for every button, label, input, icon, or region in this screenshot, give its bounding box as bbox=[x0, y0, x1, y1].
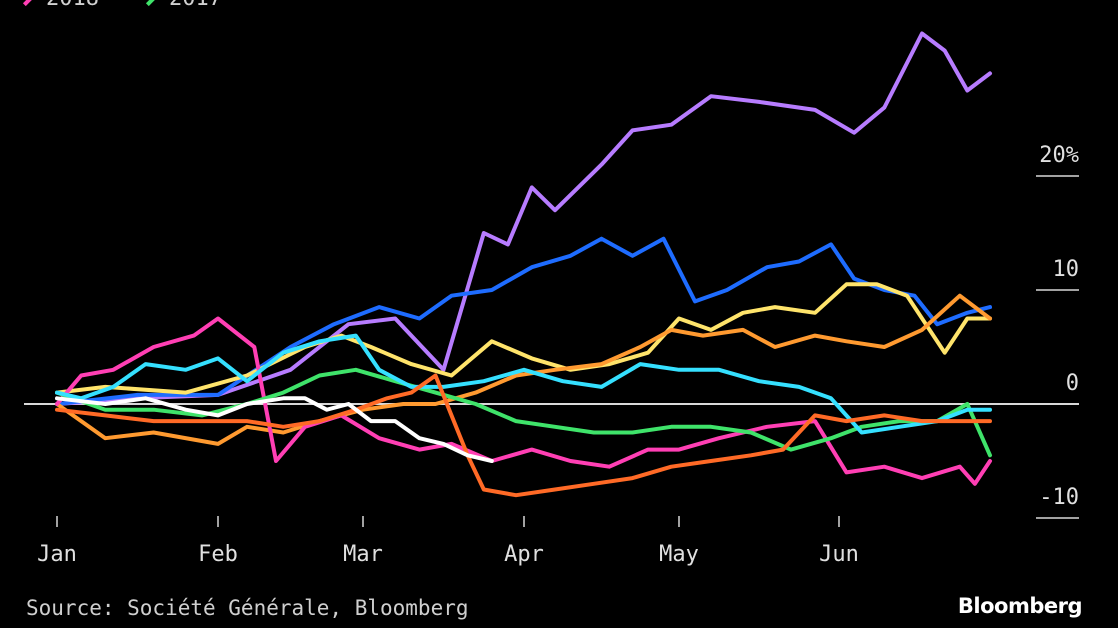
y-tick-label--10: -10 bbox=[1039, 485, 1079, 510]
series-line-1 bbox=[55, 31, 992, 406]
y-tick-label-20: 20% bbox=[1039, 143, 1079, 168]
x-tick-label-jun: Jun bbox=[819, 542, 859, 567]
series-line-7 bbox=[55, 333, 992, 435]
legend-label-2017: 2017 bbox=[169, 0, 222, 11]
x-tick-label-may: May bbox=[659, 542, 699, 567]
series-line-9 bbox=[55, 396, 494, 463]
y-tick-label-0: 0 bbox=[1066, 371, 1079, 396]
legend: 2018 2017 bbox=[22, 0, 222, 11]
series-line-5 bbox=[55, 316, 992, 486]
bloomberg-logo: Bloomberg bbox=[957, 594, 1083, 618]
source-note: Source: Société Générale, Bloomberg bbox=[26, 596, 469, 620]
series-line-8 bbox=[55, 373, 992, 498]
x-tick-label-jan: Jan bbox=[37, 542, 77, 567]
x-tick-label-feb: Feb bbox=[198, 542, 238, 567]
x-tick-label-mar: Mar bbox=[343, 542, 383, 567]
series-line-2 bbox=[55, 236, 992, 406]
y-tick-label-10: 10 bbox=[1053, 257, 1080, 282]
legend-label-2018: 2018 bbox=[46, 0, 99, 11]
x-tick-label-apr: Apr bbox=[504, 542, 544, 567]
legend-item-2018: 2018 bbox=[22, 0, 99, 11]
legend-item-2017: 2017 bbox=[145, 0, 222, 11]
